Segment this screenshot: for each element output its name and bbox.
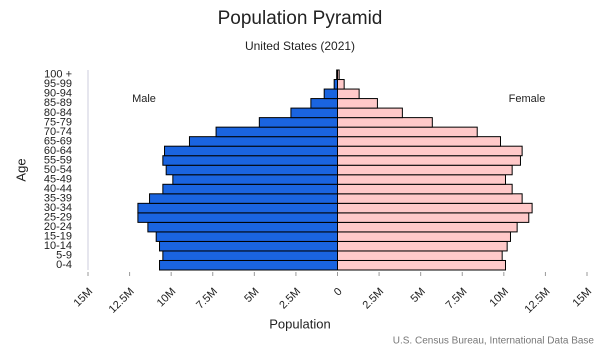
bar	[310, 98, 338, 109]
bar	[147, 221, 338, 233]
y-axis-title: Age	[13, 158, 28, 181]
y-tick-label: 90-94	[44, 88, 72, 100]
bar	[165, 164, 338, 176]
bar	[137, 202, 338, 214]
bar	[337, 145, 523, 157]
bar	[337, 136, 502, 147]
source-note: U.S. Census Bureau, International Data B…	[393, 336, 595, 347]
chart-subtitle: United States (2021)	[245, 39, 355, 53]
bar	[290, 107, 338, 119]
bar	[149, 193, 338, 204]
bar	[215, 126, 338, 138]
y-tick-label: 25-29	[44, 212, 72, 224]
y-tick-label: 5-9	[56, 250, 72, 262]
bar	[337, 174, 506, 185]
bar	[337, 221, 518, 233]
x-tick-label: 7.5M	[444, 286, 470, 312]
bar	[337, 69, 340, 81]
bar	[258, 117, 338, 128]
bar	[337, 212, 530, 223]
x-tick-label: 15M	[72, 286, 96, 310]
series-label: Female	[509, 93, 546, 105]
y-tick-label: 75-79	[44, 116, 72, 128]
bar	[337, 250, 503, 261]
bar	[159, 259, 338, 271]
y-tick-label: 65-69	[44, 135, 72, 147]
y-tick-label: 70-74	[44, 126, 72, 138]
y-tick-label: 50-54	[44, 164, 72, 176]
y-tick-label: 20-24	[44, 221, 72, 233]
x-tick-label: 2.5M	[360, 286, 386, 312]
y-tick-label: 85-89	[44, 97, 72, 109]
y-tick-label: 60-64	[44, 145, 72, 157]
bar	[337, 88, 360, 100]
bar	[337, 231, 511, 242]
bar	[337, 79, 345, 90]
bar	[337, 183, 513, 195]
y-tick-label: 10-14	[44, 240, 72, 252]
y-tick-label: 40-44	[44, 183, 72, 195]
x-tick-label: 15M	[571, 286, 595, 310]
bar	[137, 212, 338, 223]
series-label: Male	[132, 93, 156, 105]
y-tick-label: 80-84	[44, 107, 72, 119]
x-axis-title: Population	[269, 316, 330, 331]
bar	[337, 240, 508, 252]
x-tick-label: 10M	[487, 286, 511, 310]
bar	[337, 155, 521, 166]
bar	[162, 183, 338, 195]
bar	[159, 240, 338, 252]
y-tick-label: 55-59	[44, 154, 72, 166]
x-tick-label: 12.5M	[522, 286, 552, 316]
bar	[337, 259, 506, 271]
bar	[188, 136, 338, 147]
x-tick-label: 10M	[155, 286, 179, 310]
bar	[337, 107, 403, 119]
x-tick-label: 5M	[409, 286, 428, 305]
bar	[337, 193, 523, 204]
x-tick-label: 7.5M	[194, 286, 220, 312]
x-tick-label: 0	[332, 286, 345, 299]
bar	[337, 164, 513, 176]
x-tick-label: 12.5M	[107, 286, 137, 316]
chart-title: Population Pyramid	[218, 8, 383, 29]
bar	[164, 145, 338, 157]
y-tick-label: 45-49	[44, 173, 72, 185]
x-tick-label: 2.5M	[277, 286, 303, 312]
bar	[337, 98, 378, 109]
bar	[162, 250, 338, 261]
y-tick-label: 35-39	[44, 192, 72, 204]
y-tick-label: 0-4	[56, 259, 72, 271]
bar	[337, 126, 478, 138]
y-tick-label: 100 +	[44, 69, 72, 81]
bar	[155, 231, 338, 242]
x-tick-label: 5M	[242, 286, 261, 305]
y-tick-label: 95-99	[44, 78, 72, 90]
bar	[162, 155, 338, 166]
bar	[172, 174, 338, 185]
bar	[337, 202, 533, 214]
y-tick-label: 30-34	[44, 202, 72, 214]
bar	[323, 88, 338, 100]
y-tick-label: 15-19	[44, 231, 72, 243]
bar	[337, 117, 433, 128]
